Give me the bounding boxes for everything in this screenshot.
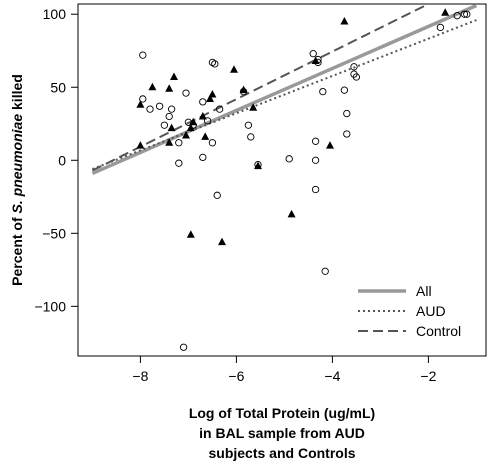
point-control bbox=[239, 85, 248, 94]
point-aud bbox=[436, 23, 445, 32]
point-aud bbox=[244, 121, 253, 129]
point-aud bbox=[343, 130, 351, 138]
point-aud bbox=[319, 87, 327, 96]
point-aud bbox=[175, 139, 183, 147]
point-control bbox=[148, 82, 157, 91]
point-aud bbox=[211, 60, 219, 68]
y-axis-title-italic: S. pneumoniae bbox=[9, 114, 25, 214]
point-aud bbox=[460, 10, 469, 18]
point-aud bbox=[285, 155, 293, 163]
point-control bbox=[170, 72, 178, 81]
point-aud bbox=[203, 117, 212, 125]
point-aud bbox=[208, 139, 217, 147]
point-aud bbox=[139, 51, 147, 59]
point-aud bbox=[311, 185, 320, 194]
point-control bbox=[182, 130, 190, 139]
y-axis: 100 50 0 −50 −100 bbox=[34, 6, 78, 314]
point-aud bbox=[340, 86, 349, 94]
x-tick-label: −4 bbox=[324, 368, 340, 384]
point-aud bbox=[179, 343, 188, 351]
point-control bbox=[136, 100, 145, 108]
x-tick-label: −2 bbox=[420, 368, 436, 384]
legend-label-all: All bbox=[416, 283, 432, 299]
point-control bbox=[186, 123, 195, 132]
fit-line-control bbox=[91, 4, 429, 172]
y-tick-label: 100 bbox=[43, 6, 67, 22]
y-axis-title-prefix: Percent of bbox=[9, 213, 25, 285]
y-axis-title-suffix: killed bbox=[9, 74, 25, 114]
point-control bbox=[287, 209, 296, 218]
fit-line-all bbox=[91, 4, 478, 176]
point-aud bbox=[309, 50, 317, 58]
legend-label-aud: AUD bbox=[416, 303, 446, 319]
point-aud bbox=[343, 109, 351, 118]
point-aud bbox=[165, 112, 173, 121]
fit-line-aud bbox=[92, 19, 477, 170]
point-aud bbox=[182, 89, 190, 97]
x-tick-label: −6 bbox=[228, 368, 244, 384]
point-control bbox=[165, 84, 174, 92]
point-control bbox=[230, 65, 238, 73]
y-tick-label: −50 bbox=[42, 225, 66, 241]
y-tick-label: −100 bbox=[34, 298, 66, 314]
point-control bbox=[189, 117, 198, 126]
y-tick-label: 0 bbox=[58, 152, 66, 168]
x-axis-title-line-2: in BAL sample from AUD bbox=[199, 425, 365, 441]
point-aud bbox=[167, 105, 176, 113]
point-control bbox=[165, 138, 174, 146]
point-control bbox=[326, 141, 334, 149]
point-aud bbox=[146, 105, 154, 113]
point-control bbox=[249, 103, 258, 111]
point-control bbox=[254, 161, 262, 170]
point-aud bbox=[175, 159, 183, 167]
point-aud bbox=[199, 98, 207, 106]
legend-label-control: Control bbox=[416, 323, 461, 339]
point-aud bbox=[160, 121, 169, 129]
point-aud bbox=[213, 191, 221, 199]
point-aud bbox=[321, 267, 329, 275]
plot-frame bbox=[77, 3, 487, 357]
x-axis: −8 −6 −4 −2 bbox=[132, 356, 437, 384]
x-tick-label: −8 bbox=[132, 368, 148, 384]
point-control bbox=[201, 132, 210, 140]
x-axis-title-line-3: subjects and Controls bbox=[208, 445, 355, 461]
data-points bbox=[136, 8, 471, 351]
point-control bbox=[208, 90, 217, 98]
point-aud bbox=[311, 156, 320, 164]
point-aud bbox=[199, 153, 207, 162]
point-aud bbox=[215, 105, 224, 113]
point-aud bbox=[350, 63, 358, 71]
point-control bbox=[198, 111, 207, 120]
point-control bbox=[167, 123, 176, 132]
point-control bbox=[340, 17, 349, 25]
point-aud bbox=[311, 137, 320, 145]
point-aud bbox=[155, 102, 164, 110]
x-axis-title-line-1: Log of Total Protein (ug/mL) bbox=[189, 405, 375, 421]
point-aud bbox=[463, 10, 471, 18]
y-tick-label: 50 bbox=[50, 79, 66, 95]
point-aud bbox=[453, 12, 461, 20]
point-aud bbox=[139, 95, 147, 103]
fit-lines bbox=[91, 4, 478, 176]
point-control bbox=[206, 94, 214, 102]
point-control bbox=[186, 230, 195, 238]
point-aud bbox=[352, 73, 361, 81]
point-control bbox=[441, 8, 450, 16]
point-control bbox=[311, 56, 320, 64]
point-aud bbox=[247, 133, 255, 141]
legend: All AUD Control bbox=[358, 283, 461, 339]
point-control bbox=[218, 237, 226, 246]
y-axis-title: Percent of S. pneumoniae killed bbox=[9, 74, 25, 286]
point-control bbox=[136, 141, 145, 149]
